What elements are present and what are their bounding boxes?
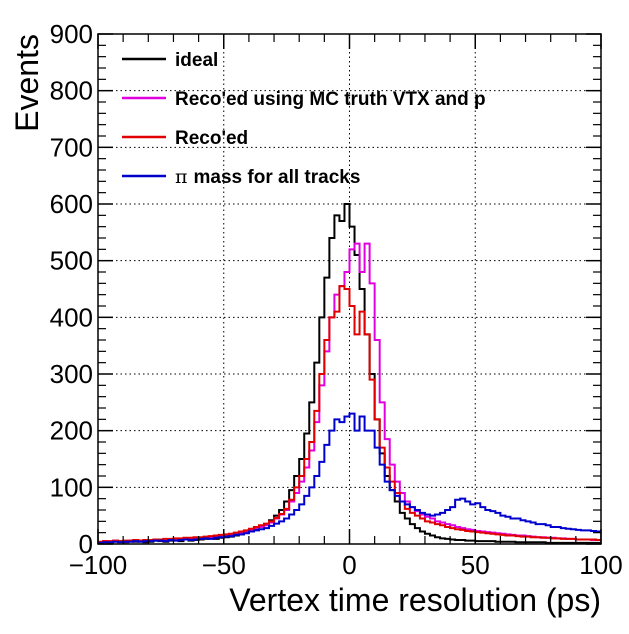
legend-label-1: Reco'ed using MC truth VTX and p [175,89,486,110]
legend-pi-symbol: π [175,166,194,188]
x-tick-label: −100 [69,550,128,580]
y-tick-label: 800 [50,76,93,106]
grid-lines [98,34,601,544]
y-tick-label: 0 [79,529,93,559]
x-tick-label: 50 [461,550,490,580]
axis-ticks [97,33,602,545]
y-tick-label: 100 [50,472,93,502]
legend-label-3: π mass for all tracks [175,166,360,188]
legend-label-text: Reco'ed using MC truth VTX and p [175,89,486,110]
y-axis-title: Events [9,34,45,132]
y-tick-labels: 0 100 200 300 400 500 600 700 800 900 [50,19,93,559]
series-line-2 [98,285,601,543]
y-tick-label: 900 [50,19,93,49]
y-tick-label: 200 [50,416,93,446]
legend-label-0: ideal [175,50,218,71]
legend-label-text: ideal [175,50,218,71]
x-tick-label: 0 [342,550,356,580]
legend-label-text: mass for all tracks [194,167,361,188]
x-tick-label: −50 [202,550,246,580]
x-axis-title: Vertex time resolution (ps) [229,582,601,618]
y-tick-label: 500 [50,246,93,276]
x-tick-labels: −100 −50 0 50 100 [69,550,623,580]
y-tick-label: 300 [50,359,93,389]
y-tick-label: 600 [50,189,93,219]
legend: ideal Reco'ed using MC truth VTX and p Rec… [122,50,486,188]
legend-label-2: Reco'ed [175,128,248,149]
x-tick-label: 100 [579,550,622,580]
legend-label-text: Reco'ed [175,128,248,149]
y-tick-label: 700 [50,132,93,162]
y-tick-label: 400 [50,302,93,332]
series-line-3 [98,412,601,544]
